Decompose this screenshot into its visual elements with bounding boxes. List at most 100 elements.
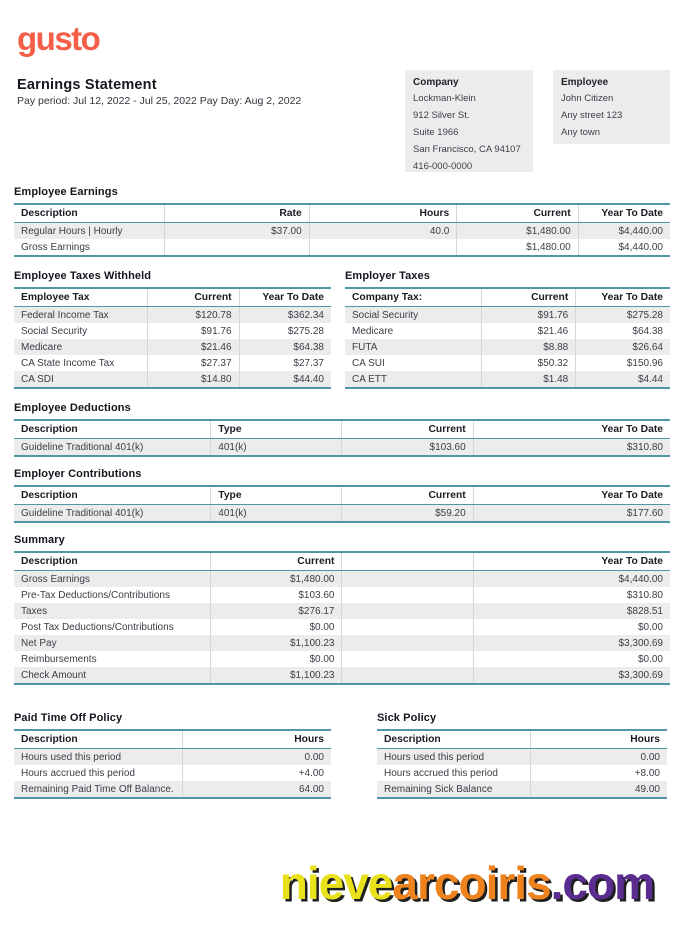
column-header: Current xyxy=(341,486,474,505)
cell-value: $44.40 xyxy=(293,373,324,385)
cell-value: $828.51 xyxy=(626,605,663,617)
column-header: Year To Date xyxy=(239,288,331,307)
column-header: Description xyxy=(14,204,166,223)
section-title: Sick Policy xyxy=(377,712,437,724)
cell-value: $1,480.00 xyxy=(456,239,579,256)
cell-value: $1.48 xyxy=(481,371,577,388)
cell-value: $103.60 xyxy=(341,438,474,456)
cell-value: $21.46 xyxy=(481,323,577,339)
data-table: Description Current Year To Date Gross Earn… xyxy=(14,551,670,685)
row-label: Regular Hours | Hourly xyxy=(14,222,166,239)
company-name: Lockman-Klein xyxy=(413,93,476,104)
row-label: CA SUI xyxy=(345,355,482,371)
cell-value: $50.32 xyxy=(481,355,577,371)
row-label: Hours accrued this period xyxy=(377,765,532,781)
row-label: Federal Income Tax xyxy=(14,306,148,323)
data-table: Company Tax: Current Year To Date Social Se… xyxy=(345,287,670,389)
cell-value: $310.80 xyxy=(626,589,663,601)
cell-value: $27.37 xyxy=(293,357,324,369)
cell-value: $8.88 xyxy=(481,339,577,355)
pay-period-subtitle: Pay period: Jul 12, 2022 - Jul 25, 2022 … xyxy=(17,95,302,107)
header-row: Description Rate Hours Current Year To Date xyxy=(14,204,670,223)
cell-value: $91.76 xyxy=(481,306,577,323)
row-label: Guideline Traditional 401(k) xyxy=(14,438,212,456)
column-header: Type xyxy=(210,420,343,439)
table-row: Gross Earnings $1,480.00 $4,440.00 xyxy=(14,239,670,256)
cell-value: $91.76 xyxy=(147,323,240,339)
column-header: Year To Date xyxy=(578,204,670,223)
header-row: Description Type Current Year To Date xyxy=(14,420,670,439)
employee-street: Any street 123 xyxy=(561,110,623,121)
cell-value xyxy=(341,635,474,651)
table-row: Hours used this period 0.00 xyxy=(377,748,667,765)
cell-value xyxy=(341,651,474,667)
row-label: Social Security xyxy=(345,306,482,323)
employee-name: John Citizen xyxy=(561,93,614,104)
page-title: Earnings Statement xyxy=(17,77,157,93)
cell-value: $1,100.23 xyxy=(210,667,343,684)
cell-value: $26.64 xyxy=(632,341,663,353)
header-row: Employee Tax Current Year To Date xyxy=(14,288,331,307)
cell-value: $0.00 xyxy=(210,651,343,667)
employer-contributions-section: Employer Contributions Description Type Cu… xyxy=(14,468,670,523)
table-row: Remaining Paid Time Off Balance. 64.00 xyxy=(14,781,331,798)
data-table: Description Type Current Year To Date Guidel… xyxy=(14,485,670,523)
cell-value: $1,480.00 xyxy=(456,222,579,239)
header-row: Description Hours xyxy=(377,730,667,749)
section-title: Employee Deductions xyxy=(14,402,131,414)
header-row: Company Tax: Current Year To Date xyxy=(345,288,670,307)
row-label: Gross Earnings xyxy=(14,239,166,256)
cell-value: $4,440.00 xyxy=(618,573,664,585)
section-title: Employer Contributions xyxy=(14,468,142,480)
watermark-part1: nieve xyxy=(279,857,394,909)
employee-taxes-section: Employee Taxes Withheld Employee Tax Curr… xyxy=(14,270,331,389)
column-header xyxy=(341,552,474,571)
table-row: Gross Earnings $1,480.00 $4,440.00 xyxy=(14,570,670,587)
column-header: Hours xyxy=(309,204,458,223)
summary-section: Summary Description Current Year To Date Gr… xyxy=(14,534,670,685)
header-row: Description Hours xyxy=(14,730,331,749)
data-table: Employee Tax Current Year To Date Federal I… xyxy=(14,287,331,389)
table-row: Net Pay $1,100.23 $3,300.69 xyxy=(14,635,670,651)
column-header: Description xyxy=(14,420,212,439)
table-row: CA SDI $14.80 $44.40 xyxy=(14,371,331,388)
cell-value: $4,440.00 xyxy=(618,225,664,237)
cell-value xyxy=(341,587,474,603)
company-label: Company xyxy=(413,77,459,88)
row-label: Remaining Sick Balance xyxy=(377,781,532,798)
table-row: Social Security $91.76 $275.28 xyxy=(14,323,331,339)
header-row: Description Current Year To Date xyxy=(14,552,670,571)
table-row: Guideline Traditional 401(k) 401(k) $59.20… xyxy=(14,504,670,522)
row-label: Check Amount xyxy=(14,667,212,684)
watermark-part2: arcoiris xyxy=(392,857,551,909)
cell-value: $177.60 xyxy=(626,507,663,519)
section-title: Summary xyxy=(14,534,65,546)
column-header: Year To Date xyxy=(575,288,670,307)
column-header: Description xyxy=(377,730,532,749)
cell-value: $0.00 xyxy=(637,621,663,633)
table-row: Regular Hours | Hourly $37.00 40.0 $1,480.0… xyxy=(14,222,670,239)
column-header: Description xyxy=(14,552,212,571)
gusto-logo: gusto xyxy=(17,20,101,57)
cell-value: $120.78 xyxy=(147,306,240,323)
row-label: CA State Income Tax xyxy=(14,355,148,371)
cell-value: $3,300.69 xyxy=(618,637,664,649)
sick-policy-section: Sick Policy Description Hours Hours used t… xyxy=(377,712,667,799)
row-label: Social Security xyxy=(14,323,148,339)
row-label: Remaining Paid Time Off Balance. xyxy=(14,781,183,798)
table-row: CA ETT $1.48 $4.44 xyxy=(345,371,670,388)
column-header: Rate xyxy=(164,204,310,223)
column-header: Type xyxy=(210,486,343,505)
cell-value: $27.37 xyxy=(147,355,240,371)
cell-value: 49.00 xyxy=(634,783,660,795)
column-header: Current xyxy=(456,204,579,223)
column-header: Company Tax: xyxy=(345,288,482,307)
section-title: Employer Taxes xyxy=(345,270,430,282)
cell-value: +8.00 xyxy=(634,767,660,779)
company-phone: 416-000-0000 xyxy=(413,161,473,172)
column-header: Current xyxy=(147,288,240,307)
cell-value: 401(k) xyxy=(210,438,343,456)
cell-value: $14.80 xyxy=(147,371,240,388)
employer-taxes-section: Employer Taxes Company Tax: Current Year T… xyxy=(345,270,670,389)
row-label: Net Pay xyxy=(14,635,212,651)
